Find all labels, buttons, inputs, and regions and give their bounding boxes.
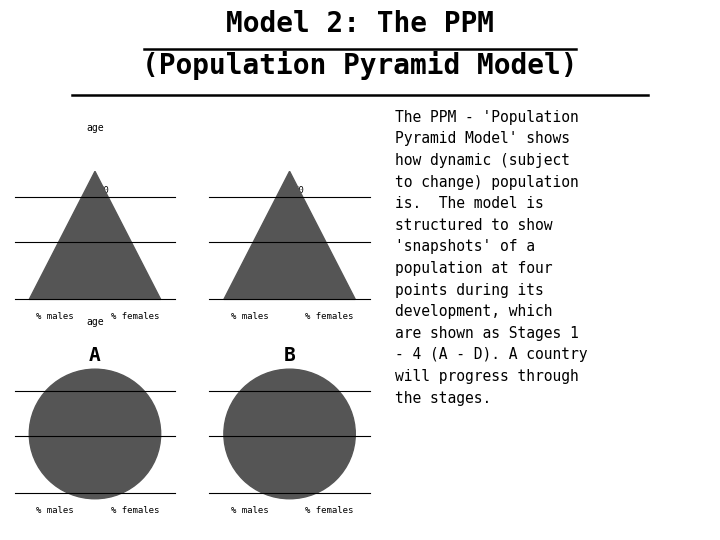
- Text: age: age: [86, 123, 104, 133]
- Text: % females: % females: [111, 312, 159, 321]
- Text: D: D: [284, 539, 295, 540]
- Text: age: age: [86, 317, 104, 327]
- Ellipse shape: [30, 369, 161, 499]
- Text: A: A: [89, 346, 101, 365]
- Text: (Population Pyramid Model): (Population Pyramid Model): [143, 51, 577, 79]
- Text: 15: 15: [99, 424, 109, 434]
- Text: % females: % females: [111, 506, 159, 515]
- Polygon shape: [224, 171, 355, 299]
- Text: 15: 15: [294, 231, 304, 240]
- Text: 60: 60: [294, 380, 304, 389]
- Text: % males: % males: [230, 506, 269, 515]
- Text: The PPM - 'Population
Pyramid Model' shows
how dynamic (subject
to change) popul: The PPM - 'Population Pyramid Model' sho…: [395, 110, 588, 406]
- Text: 15: 15: [294, 424, 304, 434]
- Text: % females: % females: [305, 312, 354, 321]
- Text: % males: % males: [36, 312, 73, 321]
- Text: B: B: [284, 346, 295, 365]
- Text: 60: 60: [99, 380, 109, 389]
- Polygon shape: [30, 171, 161, 299]
- Text: Model 2: The PPM: Model 2: The PPM: [226, 10, 494, 38]
- Text: 60: 60: [294, 186, 304, 195]
- Text: % females: % females: [305, 506, 354, 515]
- Text: 60: 60: [99, 186, 109, 195]
- Text: % males: % males: [36, 506, 73, 515]
- Text: 15: 15: [99, 231, 109, 240]
- Ellipse shape: [224, 369, 355, 499]
- Text: C: C: [89, 539, 101, 540]
- Text: % males: % males: [230, 312, 269, 321]
